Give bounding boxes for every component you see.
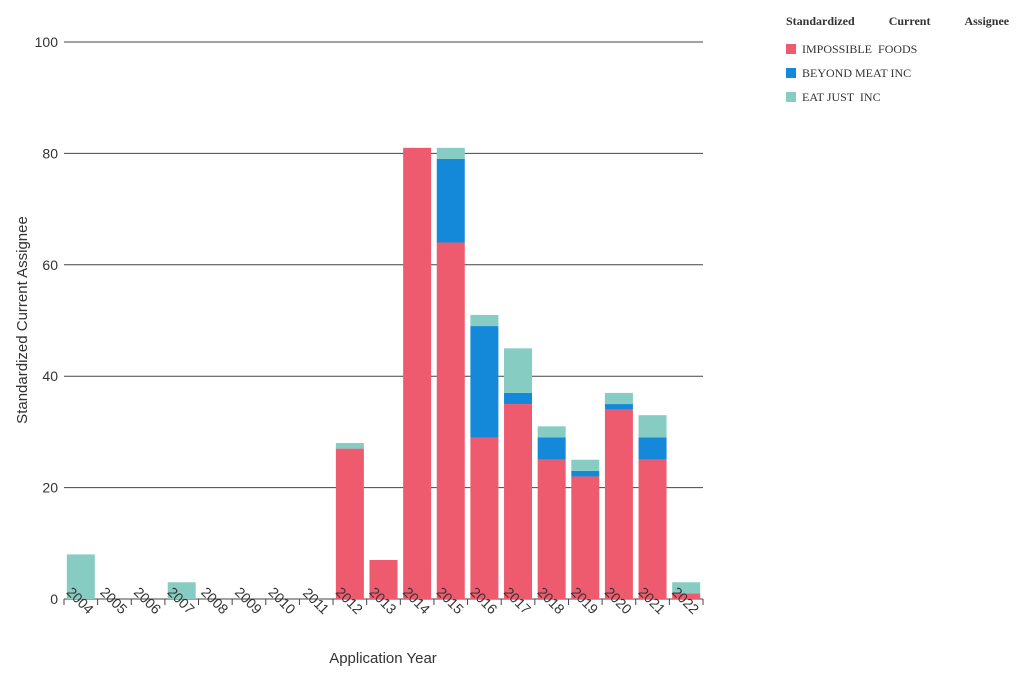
bar-segment[interactable] [436,158,465,243]
bar-segment[interactable] [672,593,701,599]
y-tick-label: 80 [42,145,58,161]
bar-segment[interactable] [604,392,633,405]
y-tick-label: 100 [35,34,59,50]
bar-segment[interactable] [66,554,95,599]
x-tick-label: 2008 [198,584,231,617]
legend-title-word: Current [888,14,931,28]
bar-segment[interactable] [537,437,566,460]
legend-swatch [786,92,796,102]
x-tick-label: 2011 [300,585,333,618]
legend-item[interactable]: BEYOND MEAT INC [786,61,1009,85]
bar-segment[interactable] [638,415,667,438]
legend-swatch [786,44,796,54]
legend-label: BEYOND MEAT INC [802,65,912,80]
bar-segment[interactable] [571,459,600,471]
legend-label: IMPOSSIBLE FOODS [802,41,918,56]
bar-segment[interactable] [638,459,667,599]
x-tick-label: 2006 [131,584,164,617]
legend-swatch [786,68,796,78]
legend-title-word: Assignee [964,14,1010,28]
x-axis-title: Application Year [329,650,437,667]
legend-label: EAT JUST INC [802,89,881,104]
bar-segment[interactable] [403,147,432,599]
y-tick-label: 0 [50,591,58,607]
bar-segment[interactable] [638,437,667,460]
legend: Standardized Current Assignee IMPOSSIBLE F… [786,14,1009,109]
bars [66,147,701,599]
bar-segment[interactable] [571,476,600,599]
bar-segment[interactable] [335,448,364,599]
bar-segment[interactable] [335,443,364,449]
x-tick-label: 2009 [232,584,265,617]
bar-segment[interactable] [369,560,398,599]
legend-title: Standardized Current Assignee [786,14,1009,29]
y-tick-label: 60 [42,257,58,273]
bar-segment[interactable] [167,582,196,599]
bar-segment[interactable] [537,426,566,438]
bar-segment[interactable] [571,470,600,477]
bar-segment[interactable] [672,582,701,594]
bar-segment[interactable] [537,459,566,599]
legend-item[interactable]: IMPOSSIBLE FOODS [786,37,1009,61]
bar-segment[interactable] [470,437,499,599]
y-axis-title: Standardized Current Assignee [14,216,31,424]
y-tick-label: 20 [42,480,58,496]
legend-item[interactable]: EAT JUST INC [786,85,1009,109]
y-tick-label: 40 [42,368,58,384]
bar-segment[interactable] [470,326,499,438]
bar-segment[interactable] [604,404,633,410]
bar-segment[interactable] [504,404,533,599]
x-tick-label: 2010 [265,584,298,617]
x-tick-label: 2005 [97,584,130,617]
bar-segment[interactable] [504,348,533,393]
bar-segment[interactable] [436,147,465,159]
bar-segment[interactable] [504,392,533,405]
bar-segment[interactable] [470,314,499,327]
legend-title-word: Standardized [786,14,855,28]
bar-segment[interactable] [436,242,465,599]
bar-segment[interactable] [604,409,633,599]
